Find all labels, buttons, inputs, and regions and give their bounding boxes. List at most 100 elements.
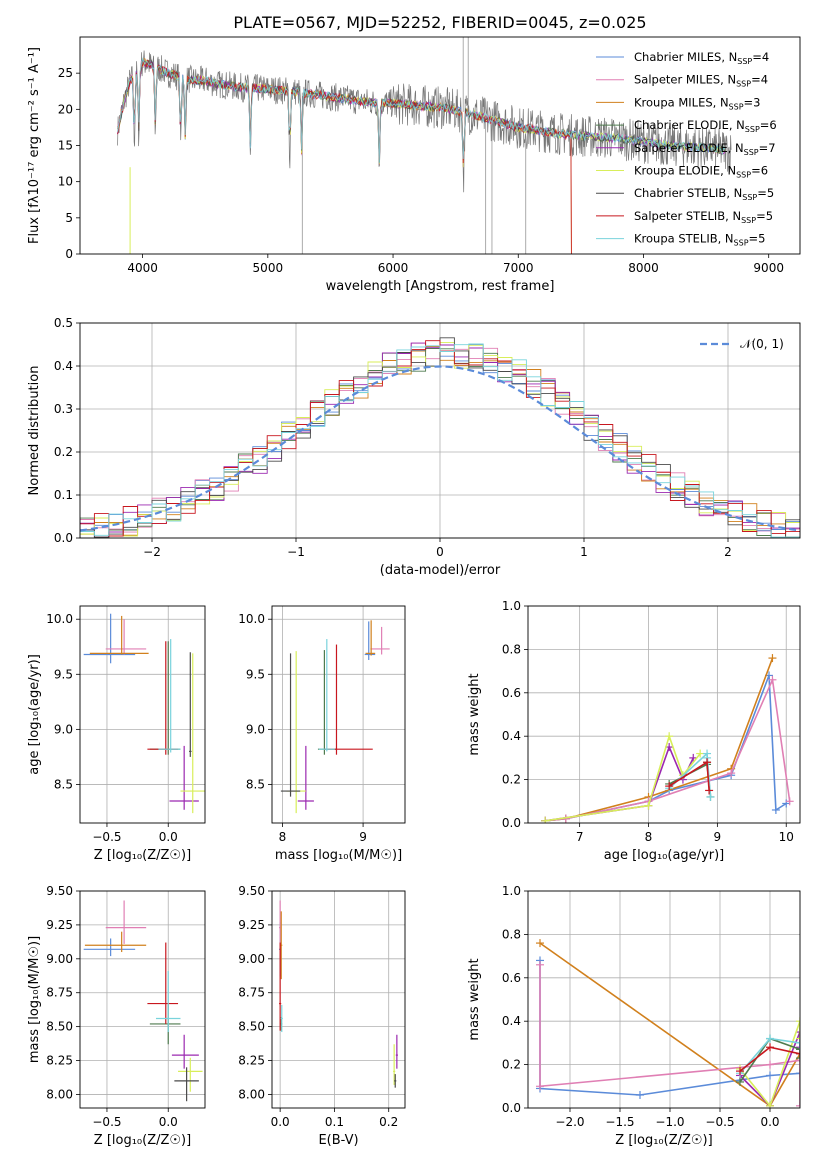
legend-subscript: SSP [734,239,749,248]
x-axis-label: Z [log₁₀(Z/Z☉)] [94,848,191,863]
x-tick-label: −1 [287,545,305,559]
legend-count: =3 [744,95,761,109]
x-tick-label: 0.2 [379,1115,398,1129]
grid [80,606,205,823]
y-tick-label: 1.0 [502,599,521,613]
y-tick-label: 0.0 [502,1101,521,1115]
axes-frame [527,890,801,1109]
y-tick-label: 9.25 [238,918,265,932]
y-tick-label: 1.0 [502,884,521,898]
plot-content [279,900,398,1088]
y-axis-label: age [log₁₀(age/yr)] [27,654,42,775]
legend-subscript: SSP [744,148,759,157]
x-tick-label: −2.0 [555,1115,584,1129]
y-tick-label: 0.0 [502,816,521,830]
plot-mw_vs_Z: −2.0 −1.5 −1.0 −0.5 0.0 0.0 0.2 0.4 0.6 0.8 1.0 Z [… [467,884,801,1148]
y-tick-label: 9.50 [238,884,265,898]
x-tick-label: 4000 [127,261,158,275]
y-tick-label: 8.25 [238,1054,265,1068]
legend-count: =7 [759,141,776,155]
plot-residuals: −2 −1 0 1 2 0.0 0.1 0.2 0.3 0.4 0.5 (data-model)/er… [27,316,801,578]
x-tick-label: 6000 [378,261,409,275]
x-tick-label: 10 [779,830,794,844]
x-tick-label: 0.0 [159,830,178,844]
y-tick-label: 9.5 [54,667,73,681]
legend-label: Chabrier STELIB, NSSP=5 [634,186,774,202]
legend-count: =5 [757,186,774,200]
plot-content [80,337,800,538]
histogram-step-line [80,340,800,538]
grid [528,605,800,824]
x-axis-label: age [log₁₀(age/yr)] [604,848,725,863]
x-tick-label: 2 [724,545,732,559]
legend-label: Kroupa STELIB, NSSP=5 [634,232,765,248]
legend-label: Salpeter ELODIE, NSSP=7 [634,141,776,157]
y-tick-label: 0.8 [502,927,521,941]
x-tick-label: −0.5 [92,1115,121,1129]
axes-frame [79,36,801,255]
y-tick-label: 0.2 [54,445,73,459]
y-tick-label: 8.75 [46,986,73,1000]
x-axis-label: Z [log₁₀(Z/Z☉)] [94,1133,191,1148]
x-tick-label: −0.5 [705,1115,734,1129]
y-axis-label: mass [log₁₀(M/M☉)] [27,936,42,1063]
x-tick-label: 9 [714,830,722,844]
grid [272,890,405,1108]
y-tick-label: 9.25 [46,918,73,932]
legend-label: Chabrier ELODIE, NSSP=6 [634,118,777,134]
y-tick-label: 15 [58,139,73,153]
x-tick-label: −0.5 [92,830,121,844]
y-axis-label: Flux [fλ10⁻¹⁷ erg cm⁻² s⁻¹ A⁻¹] [27,47,42,244]
axes-frame [79,890,206,1109]
plot-content [536,939,800,1108]
x-tick-label: 0.0 [760,1115,779,1129]
axes-frame [271,890,406,1109]
y-tick-label: 10.0 [46,612,73,626]
x-tick-label: 8000 [628,261,659,275]
y-tick-label: 0.0 [54,531,73,545]
y-tick-label: 9.0 [54,722,73,736]
legend-count: =4 [752,50,769,64]
y-tick-label: 0 [65,247,73,261]
y-tick-label: 8.5 [246,777,265,791]
x-axis-label: Z [log₁₀(Z/Z☉)] [615,1133,712,1148]
y-tick-label: 0.2 [502,773,521,787]
y-axis-label: mass weight [467,958,482,1040]
legend-label-gaussian: 𝒩(0, 1) [740,337,784,351]
plot-mass_vs_Z: −0.5 0.0 8.00 8.25 8.50 8.75 9.00 9.25 9.50 Z [lo… [27,884,206,1148]
x-tick-label: −1.5 [605,1115,634,1129]
legend-subscript: SSP [737,57,752,66]
legend-label: Kroupa MILES, NSSP=3 [634,95,760,111]
legend-subscript: SSP [742,193,757,202]
axes-frame [79,322,801,539]
y-tick-label: 0.1 [54,488,73,502]
plot-spectrum: 4000 5000 6000 7000 8000 9000 0 5 10 15 20 25 wavele… [27,36,801,294]
x-tick-label: −2 [143,545,161,559]
axes-frame [527,605,801,824]
legend-label: Salpeter MILES, NSSP=4 [634,73,768,89]
legend-count: =6 [760,118,777,132]
plot-content [83,613,205,814]
figure-title: PLATE=0567, MJD=52252, FIBERID=0045, z=0… [233,13,646,32]
x-tick-label: 9000 [753,261,784,275]
legend-count: =4 [751,73,768,87]
x-tick-label: 0 [436,545,444,559]
legend-subscript: SSP [745,125,760,134]
y-tick-label: 10 [58,175,73,189]
mass-weight-line [739,1037,800,1074]
plot-mw_vs_age: 7 8 9 10 0.0 0.2 0.4 0.6 0.8 1.0 age [log₁₀(age/yr… [467,599,801,863]
gaussian-curve [80,365,800,532]
y-tick-label: 8.00 [46,1087,73,1101]
plot-content [541,654,794,823]
y-axis-label: Normed distribution [27,366,42,496]
y-tick-label: 0.2 [502,1058,521,1072]
y-tick-label: 9.00 [46,952,73,966]
y-tick-label: 8.50 [238,1020,265,1034]
x-axis-label: E(B-V) [318,1133,358,1148]
plot-content [117,37,732,254]
y-tick-label: 9.0 [246,722,265,736]
x-tick-label: 0.0 [159,1115,178,1129]
y-tick-label: 0.4 [502,1014,521,1028]
legend-subscript: SSP [741,216,756,225]
